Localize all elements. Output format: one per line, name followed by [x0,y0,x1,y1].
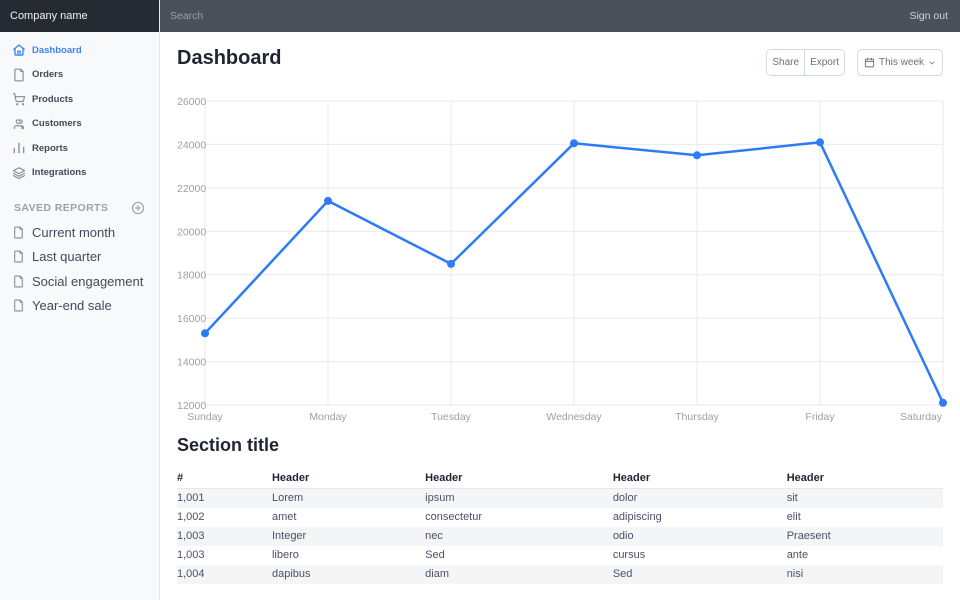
svg-text:20000: 20000 [177,226,206,238]
svg-text:Monday: Monday [309,411,347,423]
svg-text:Wednesday: Wednesday [546,411,602,423]
svg-text:18000: 18000 [177,270,206,282]
svg-text:Friday: Friday [805,411,835,423]
svg-text:Sunday: Sunday [187,411,223,423]
svg-text:26000: 26000 [177,96,206,108]
svg-text:24000: 24000 [177,139,206,151]
svg-text:Saturday: Saturday [900,411,943,423]
svg-text:16000: 16000 [177,313,206,325]
svg-text:22000: 22000 [177,183,206,195]
svg-text:14000: 14000 [177,357,206,369]
svg-text:Tuesday: Tuesday [431,411,472,423]
svg-text:Thursday: Thursday [675,411,720,423]
